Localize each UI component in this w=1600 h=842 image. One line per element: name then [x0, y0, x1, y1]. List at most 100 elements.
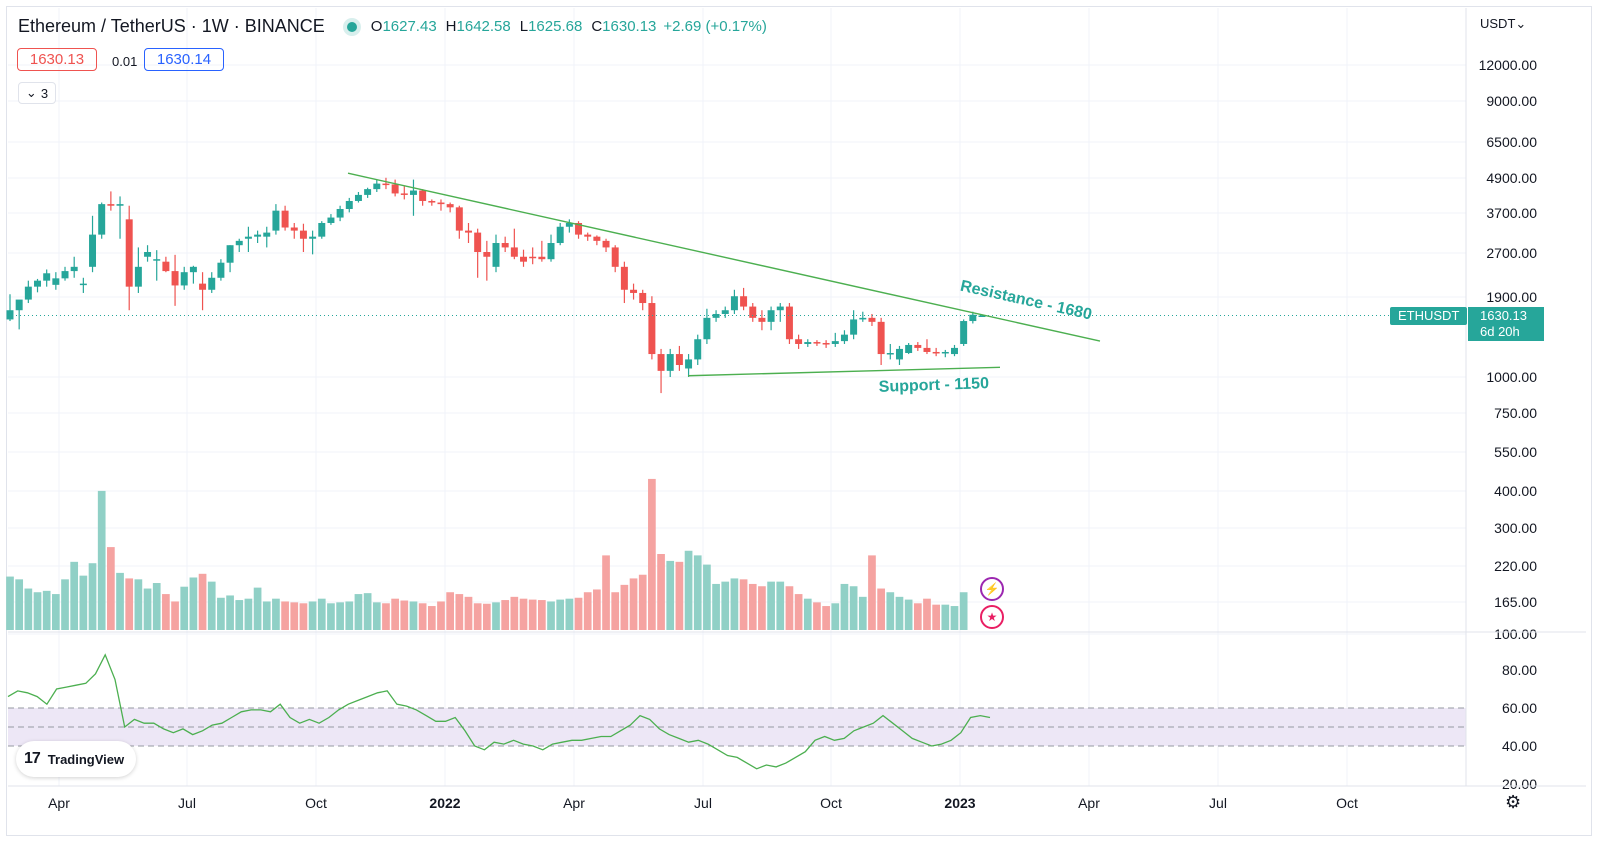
candle-body	[171, 271, 179, 286]
currency-dropdown[interactable]: USDT⌄	[1480, 16, 1526, 32]
volume-bar	[97, 490, 106, 630]
candle	[116, 196, 124, 239]
support-label: Support - 1150	[878, 375, 989, 396]
candle	[189, 265, 197, 284]
candle	[785, 303, 793, 344]
candle-body	[483, 252, 491, 257]
volume-bar	[299, 603, 308, 630]
us-flag-event-icon[interactable]: ★	[980, 605, 1004, 629]
time-axis-tick-label: Oct	[820, 795, 842, 811]
volume-bar	[437, 601, 445, 630]
volume-bar	[730, 578, 739, 630]
volume-bar	[235, 600, 244, 630]
candle	[556, 222, 564, 246]
candle	[254, 230, 262, 244]
volume-bar	[171, 601, 179, 630]
candle-body	[923, 347, 931, 352]
buy-price-button[interactable]: 1630.14	[144, 48, 224, 71]
candle	[15, 299, 23, 330]
candle	[419, 189, 427, 206]
candle	[34, 278, 41, 293]
symbol-title[interactable]: Ethereum / TetherUS · 1W · BINANCE	[18, 16, 325, 36]
candle	[795, 334, 803, 349]
indicators-collapse-button[interactable]: ⌄ 3	[18, 82, 56, 104]
candle	[886, 343, 894, 360]
candle-body	[98, 204, 106, 235]
candle	[70, 256, 78, 278]
volume-bar	[858, 596, 867, 630]
candle-body	[474, 232, 482, 253]
candle	[657, 348, 665, 394]
candle	[52, 272, 60, 290]
candle	[244, 226, 252, 253]
candle-body	[299, 230, 307, 239]
volume-bar	[372, 602, 381, 630]
candle-body	[575, 222, 583, 235]
volume-bar	[849, 586, 858, 630]
volume-bar	[510, 596, 519, 630]
tradingview-logo[interactable]: 17 TradingView	[16, 741, 136, 777]
candle-body	[272, 210, 280, 231]
candle-body	[382, 183, 390, 186]
candle-body	[318, 222, 326, 237]
candle	[868, 313, 876, 326]
tradingview-logo-text: TradingView	[47, 751, 125, 767]
candle-body	[630, 289, 638, 293]
price-axis-tick-label: 9000.00	[1486, 93, 1537, 109]
candle	[309, 230, 317, 255]
candle-body	[785, 306, 793, 340]
change-value: +2.69 (+0.17%)	[663, 18, 767, 35]
gear-icon[interactable]: ⚙	[1505, 792, 1522, 812]
lightning-event-icon[interactable]: ⚡	[980, 577, 1004, 601]
candle-body	[565, 222, 573, 227]
sell-price-button[interactable]: 1630.13	[17, 48, 97, 71]
candle-body	[529, 256, 537, 259]
candle-body	[932, 351, 940, 354]
volume-bar	[803, 598, 812, 630]
last-price-tag: 1630.13 6d 20h	[1468, 307, 1544, 341]
price-axis-tick-label: 550.00	[1494, 444, 1537, 460]
last-price-value: 1630.13	[1480, 308, 1527, 323]
candle-body	[584, 234, 592, 237]
candle	[391, 179, 399, 197]
candle-body	[134, 266, 142, 287]
price-axis-tick-label: 100.00	[1494, 626, 1537, 642]
candle-body	[235, 240, 243, 246]
volume-bar	[501, 600, 510, 630]
volume-bar	[6, 576, 14, 630]
candle	[703, 308, 711, 344]
volume-bar	[648, 478, 656, 630]
volume-bar	[427, 606, 436, 630]
candle-body	[850, 319, 858, 335]
candle-body	[666, 354, 674, 371]
candle-body	[281, 210, 289, 228]
candle	[483, 240, 491, 281]
candle-body	[685, 359, 693, 369]
candle	[639, 289, 647, 311]
candle	[620, 261, 628, 304]
candle-body	[593, 236, 601, 241]
candle	[400, 186, 408, 200]
candle	[492, 234, 500, 273]
volume-bar	[574, 597, 583, 630]
grid	[8, 8, 1466, 786]
candle-body	[400, 193, 408, 195]
volume-bar	[345, 601, 354, 630]
candle	[694, 334, 702, 366]
volume-bar	[565, 598, 574, 630]
rsi-axis-tick-label: 20.00	[1502, 776, 1537, 792]
candle	[428, 199, 436, 206]
candle	[281, 205, 289, 231]
volume-bar	[79, 575, 88, 630]
price-axis-tick-label: 4900.00	[1486, 170, 1537, 186]
time-axis-tick-label: Apr	[48, 795, 70, 811]
volume-bar	[611, 592, 620, 630]
volume-bar	[675, 561, 684, 630]
rsi-pane	[8, 707, 1466, 747]
candle	[382, 177, 390, 190]
candle	[877, 317, 885, 366]
candle-body	[905, 344, 913, 354]
candle	[565, 219, 573, 233]
candle	[730, 289, 738, 314]
